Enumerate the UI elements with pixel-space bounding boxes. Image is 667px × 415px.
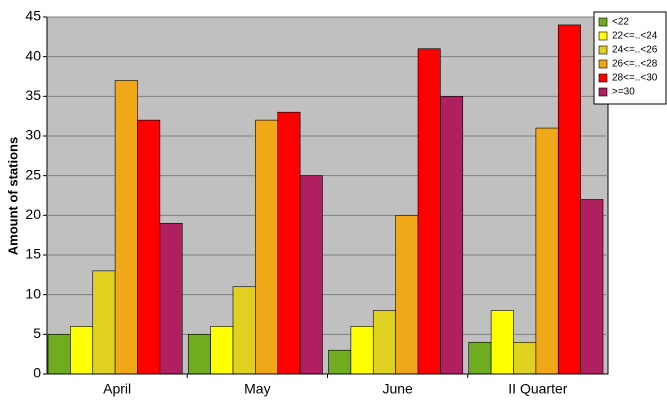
legend-swatch bbox=[598, 59, 608, 69]
legend-swatch bbox=[598, 31, 608, 41]
x-tick-label: May bbox=[244, 381, 270, 397]
x-tick-label: II Quarter bbox=[508, 381, 567, 397]
y-tick-label: 25 bbox=[25, 166, 41, 182]
bar bbox=[580, 199, 604, 375]
y-tick-label: 40 bbox=[25, 47, 41, 63]
y-tick-label: 15 bbox=[25, 246, 41, 262]
bar bbox=[417, 48, 441, 375]
bar bbox=[513, 341, 537, 375]
legend-swatch bbox=[598, 87, 608, 97]
bar bbox=[440, 96, 464, 375]
legend-label: 26<=..<28 bbox=[612, 59, 658, 70]
bar bbox=[137, 119, 161, 375]
legend-swatch bbox=[598, 45, 608, 55]
bar bbox=[47, 334, 71, 375]
bar bbox=[255, 119, 279, 375]
bar bbox=[535, 127, 559, 375]
x-tick-label: April bbox=[103, 381, 131, 397]
bar bbox=[187, 334, 211, 375]
legend-swatch bbox=[598, 17, 608, 27]
y-tick-label: 35 bbox=[25, 87, 41, 103]
y-tick-label: 0 bbox=[33, 365, 41, 381]
bar bbox=[277, 111, 301, 375]
legend-label: 24<=..<26 bbox=[612, 45, 658, 56]
bar bbox=[92, 270, 116, 375]
bar bbox=[468, 341, 492, 375]
bar bbox=[114, 80, 138, 375]
y-tick-label: 45 bbox=[25, 8, 41, 24]
y-tick-label: 10 bbox=[25, 285, 41, 301]
bar bbox=[232, 286, 256, 375]
bar bbox=[557, 24, 581, 375]
bar bbox=[328, 349, 352, 375]
legend-swatch bbox=[598, 73, 608, 83]
y-axis-label: Amount of stations bbox=[5, 137, 20, 255]
bar bbox=[372, 310, 396, 375]
legend-label: 28<=..<30 bbox=[612, 73, 658, 84]
bar bbox=[490, 310, 514, 375]
legend-label: 22<=..<24 bbox=[612, 31, 658, 42]
legend-label: <22 bbox=[612, 17, 629, 28]
legend-label: >=30 bbox=[612, 87, 635, 98]
bar bbox=[395, 215, 419, 375]
y-tick-label: 30 bbox=[25, 127, 41, 143]
bar bbox=[299, 175, 323, 375]
y-tick-label: 20 bbox=[25, 206, 41, 222]
y-tick-label: 5 bbox=[33, 325, 41, 341]
bar bbox=[70, 326, 94, 375]
bar bbox=[350, 326, 374, 375]
bar bbox=[159, 222, 183, 375]
bar bbox=[210, 326, 234, 375]
x-tick-label: June bbox=[382, 381, 413, 397]
